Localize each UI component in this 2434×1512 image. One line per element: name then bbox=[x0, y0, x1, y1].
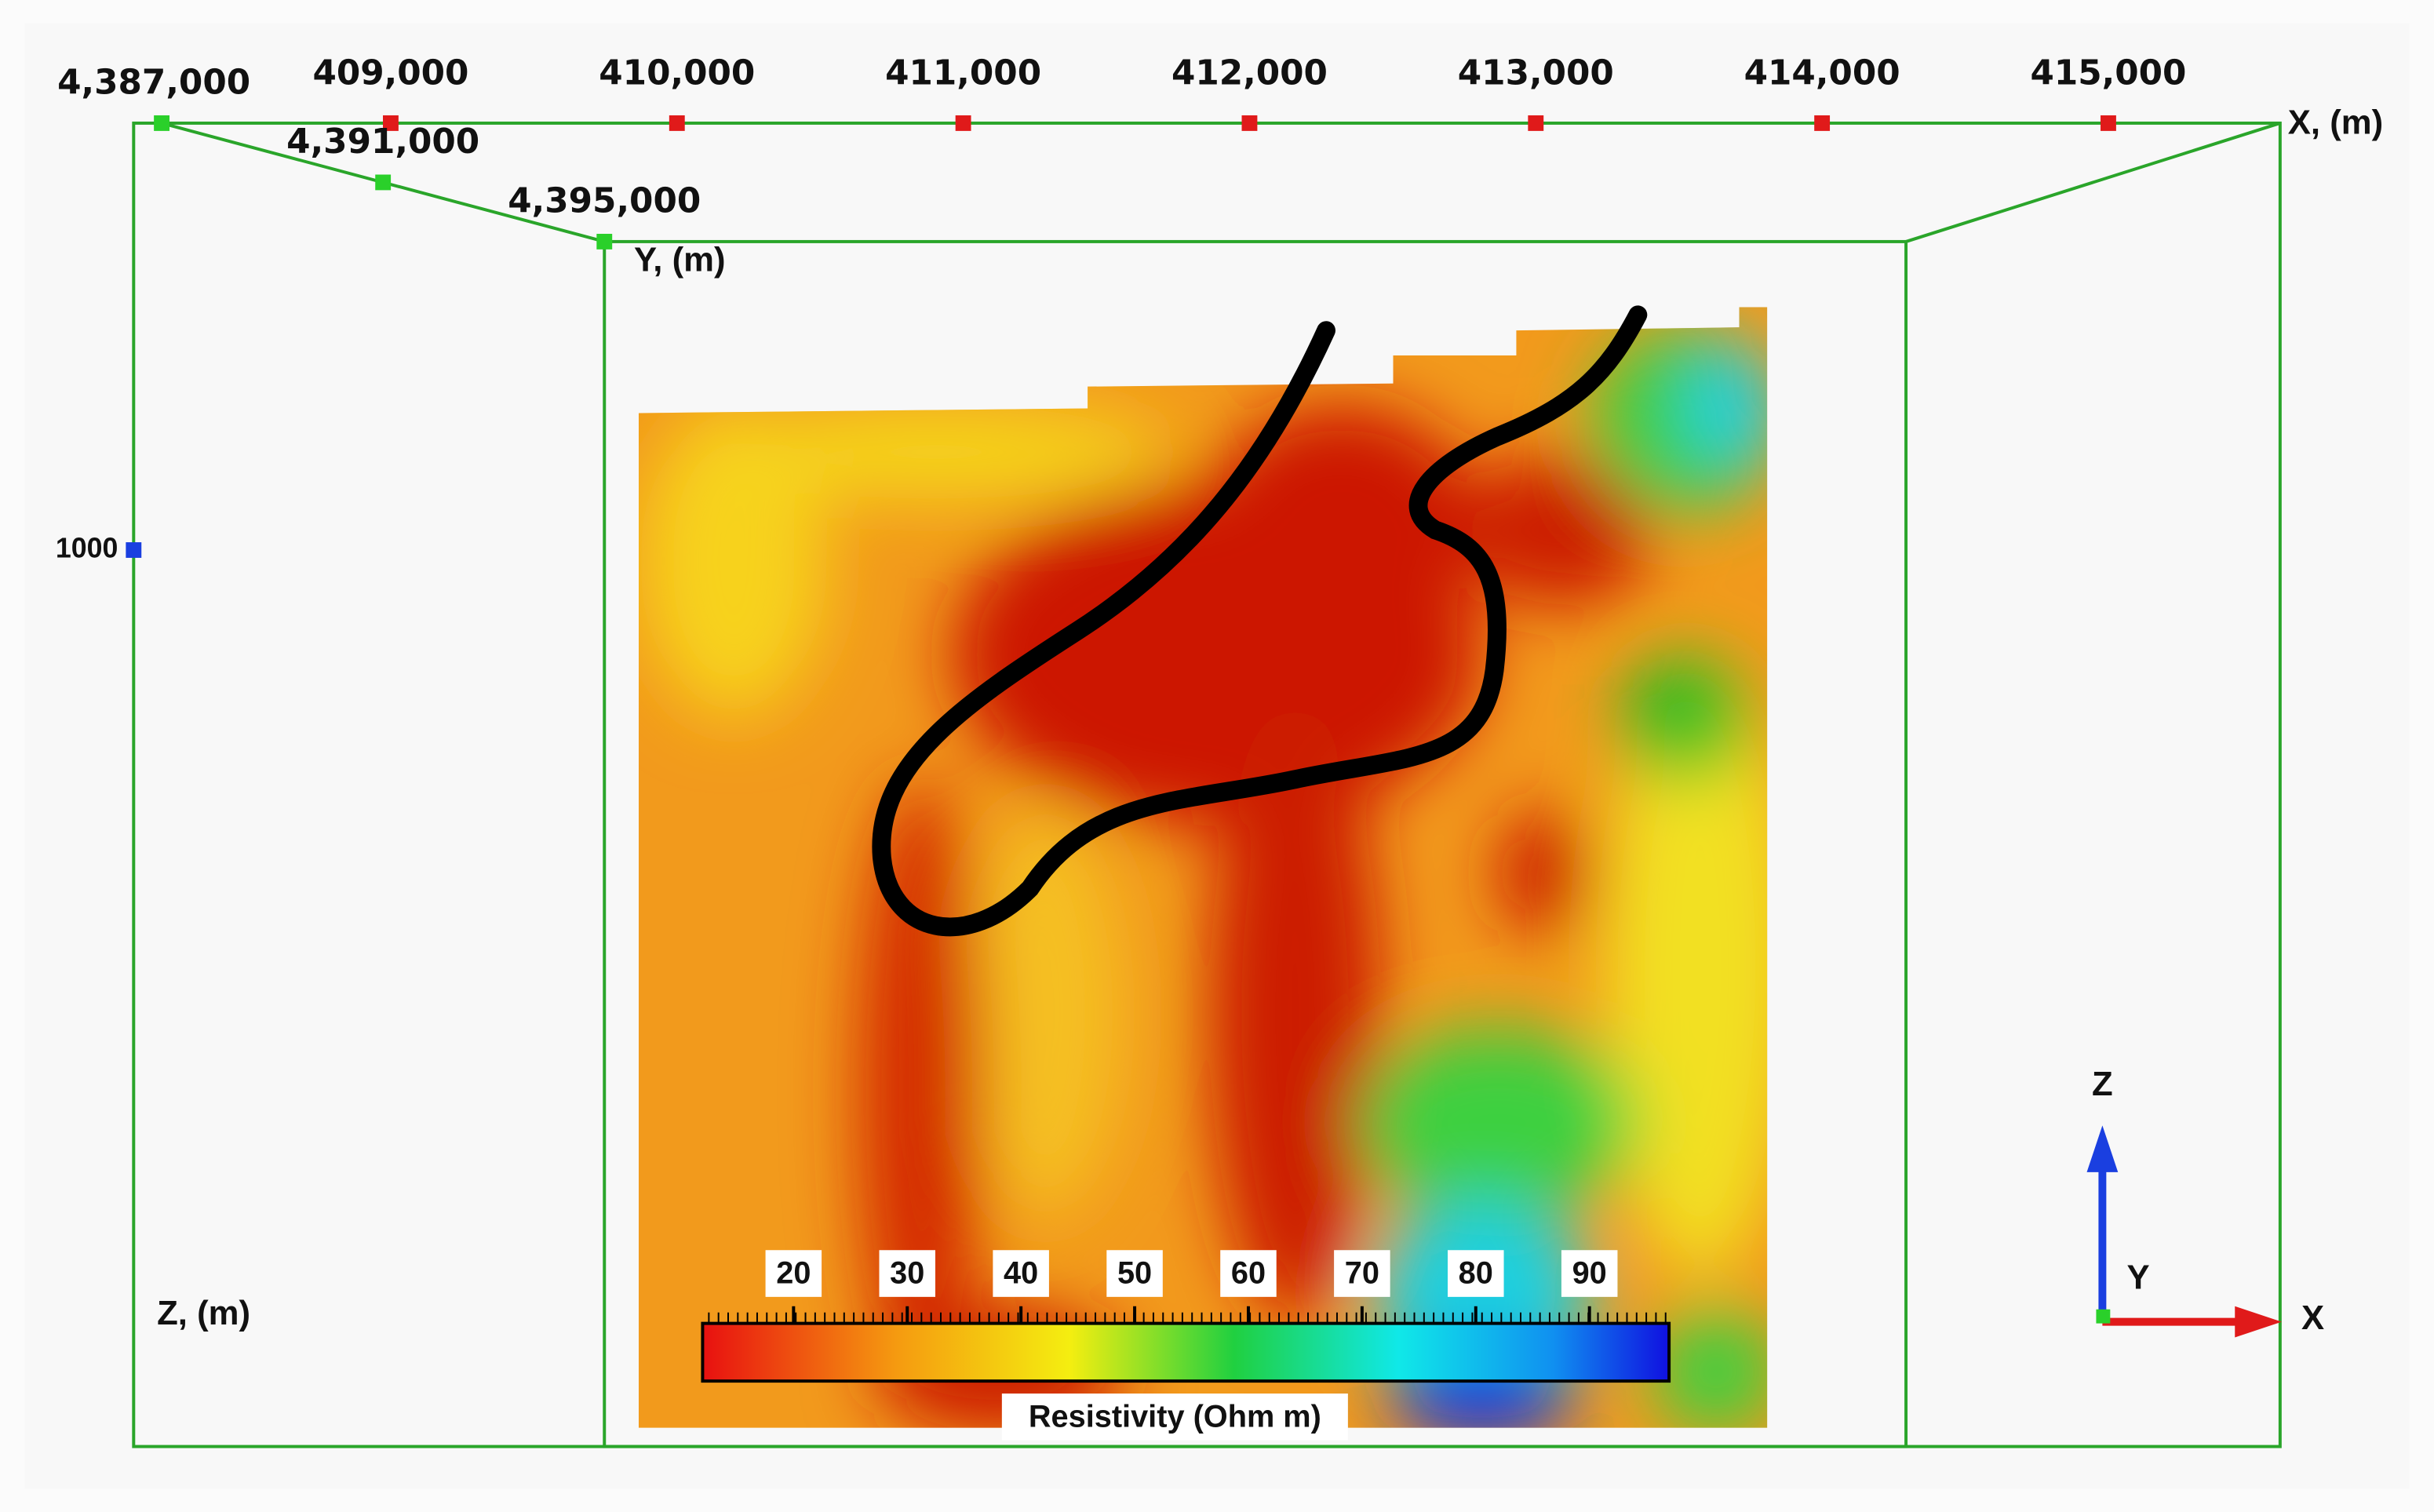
x-tick-label: 410,000 bbox=[599, 53, 755, 93]
colorbar-tick-box bbox=[1220, 1250, 1277, 1297]
colorbar-tick-label: 40 bbox=[1004, 1256, 1038, 1291]
y-tick-label: 4,395,000 bbox=[508, 180, 701, 220]
z-tick bbox=[126, 542, 142, 558]
colorbar-tick-box bbox=[1448, 1250, 1504, 1297]
colorbar bbox=[701, 1321, 1671, 1383]
colorbar-tick-box bbox=[765, 1250, 822, 1297]
colorbar-tick-label: 50 bbox=[1117, 1256, 1152, 1291]
colorbar-title-box bbox=[1001, 1394, 1348, 1441]
colorbar-tick-label: 30 bbox=[890, 1256, 924, 1291]
x-tick-label: 409,000 bbox=[312, 53, 468, 93]
z-axis-label: Z, (m) bbox=[157, 1294, 250, 1332]
y-tick bbox=[596, 233, 613, 250]
x-tick-label: 412,000 bbox=[1171, 53, 1328, 93]
colorbar-tick-label: 20 bbox=[776, 1256, 811, 1291]
colorbar-tick-box bbox=[1106, 1250, 1163, 1297]
colorbar-tick-label: 90 bbox=[1572, 1256, 1607, 1291]
colorbar-tick-box bbox=[993, 1250, 1049, 1297]
x-axis-label: X, (m) bbox=[2288, 103, 2383, 141]
x-tick bbox=[383, 115, 399, 131]
x-tick bbox=[669, 115, 685, 131]
y-axis-label: Y, (m) bbox=[634, 240, 726, 279]
x-tick bbox=[2101, 115, 2116, 131]
colorbar-minor-ticks bbox=[708, 1312, 1667, 1324]
x-tick bbox=[1528, 115, 1544, 131]
y-tick bbox=[154, 115, 170, 131]
x-tick-label: 415,000 bbox=[2030, 53, 2186, 93]
colorbar-tick-box bbox=[1334, 1250, 1390, 1297]
z-tick-label: 1000 bbox=[56, 532, 118, 563]
triad-x: X bbox=[2301, 1299, 2324, 1337]
colorbar-tick-label: 60 bbox=[1231, 1256, 1266, 1291]
resistivity-section bbox=[638, 307, 1768, 1428]
x-tick-label: 413,000 bbox=[1458, 53, 1614, 93]
axis-triad: Z Y X bbox=[2086, 1065, 2324, 1338]
triad-y: Y bbox=[2127, 1259, 2150, 1297]
y-tick-label: 4,387,000 bbox=[57, 62, 250, 102]
y-tick-label: 4,391,000 bbox=[286, 122, 479, 162]
colorbar-tick-box bbox=[879, 1250, 936, 1297]
x-tick bbox=[1814, 115, 1831, 131]
colorbar-tick-label: 70 bbox=[1345, 1256, 1379, 1291]
y-tick bbox=[375, 174, 392, 191]
colorbar-tick-box bbox=[1561, 1250, 1618, 1297]
x-tick-label: 411,000 bbox=[885, 53, 1041, 93]
colorbar-title: Resistivity (Ohm m) bbox=[1029, 1399, 1321, 1434]
triad-z: Z bbox=[2092, 1065, 2113, 1103]
outline-boundary bbox=[872, 305, 1648, 937]
x-tick-label: 414,000 bbox=[1744, 53, 1900, 93]
x-tick bbox=[955, 115, 971, 131]
colorbar-tick-label: 80 bbox=[1459, 1256, 1493, 1291]
x-tick bbox=[1241, 115, 1258, 131]
